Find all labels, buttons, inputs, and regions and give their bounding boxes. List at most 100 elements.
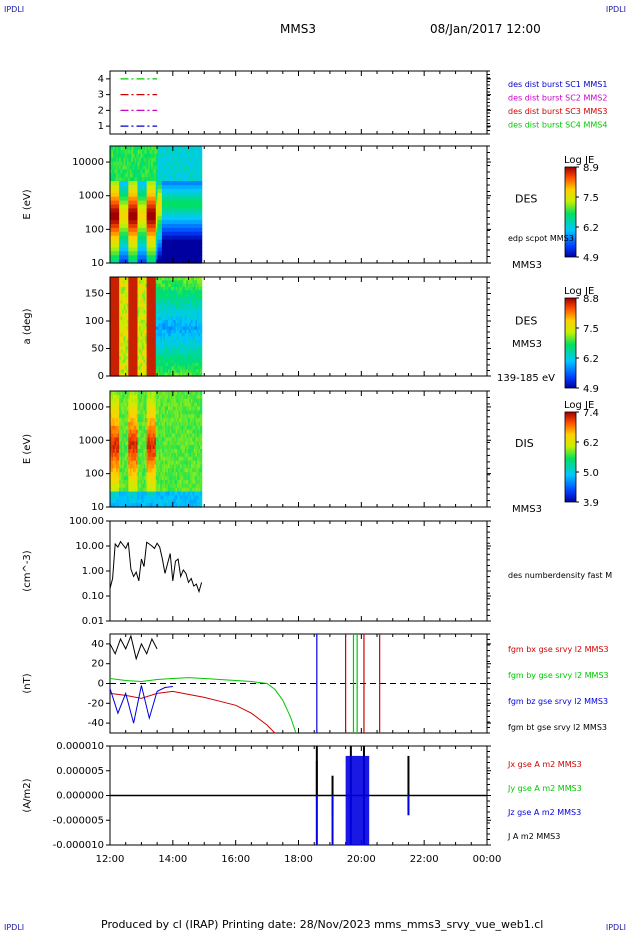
dis-energy-spectrogram-cell [160,487,163,493]
des-pitch-angle-cell [148,283,151,288]
dis-energy-spectrogram-cell [135,479,139,485]
dis-energy-spectrogram-cell [160,437,163,442]
des-pitch-angle-cell [169,366,172,370]
dis-energy-spectrogram-cell [114,398,117,404]
des-pitch-angle-cell [164,303,168,308]
des-energy-spectrogram-cell [152,220,155,225]
des-energy-spectrogram-cell [178,181,181,186]
pitch-angle-ylabel: a (deg) [22,308,33,344]
dis-energy-spectrogram-cell [125,414,128,419]
des-pitch-angle-cell [193,329,197,334]
dis-energy-spectrogram-cell [151,487,154,493]
des-pitch-angle-cell [187,283,191,288]
des-pitch-angle-cell [131,366,134,370]
des-energy-spectrogram-cell [142,169,145,174]
des-pitch-angle-cell [195,300,198,304]
des-energy-spectrogram-cell [155,177,158,182]
des-energy-spectrogram-cell [158,235,161,241]
des-energy-spectrogram-cell [146,208,149,213]
des-energy-spectrogram-cell [169,212,172,217]
des-energy-spectrogram-cell [113,192,116,198]
des-pitch-angle-cell [186,356,189,361]
des-pitch-angle-cell [113,362,116,367]
dis-energy-spectrogram-cell [163,449,166,454]
des-energy-spectrogram-cell [140,169,143,174]
des-energy-spectrogram-cell [146,224,149,229]
des-energy-spectrogram-cell [132,243,136,248]
des-pitch-angle-cell [140,319,143,324]
des-energy-spectrogram-cell [189,196,192,202]
des-energy-spectrogram-cell [161,255,165,260]
des-energy-spectrogram-cell [177,181,180,186]
des-pitch-angle-cell [171,339,174,344]
dis-energy-spectrogram-cell [146,487,149,493]
des-pitch-angle-cell [197,329,200,334]
des-energy-spectrogram-cell [146,247,149,252]
des-energy-spectrogram-cell [135,216,139,221]
des-pitch-angle-cell [158,316,161,321]
des-pitch-angle-cell [145,336,148,341]
des-energy-spectrogram-cell [161,181,165,186]
des-energy-spectrogram-cell [126,149,129,155]
dis-energy-spectrogram-cell [132,398,136,404]
des-pitch-angle-cell [166,352,169,357]
des-pitch-angle-cell [197,293,200,298]
dis-energy-spectrogram-cell [123,449,126,454]
des-pitch-angle-cell [164,329,168,334]
dis-energy-spectrogram-cell [125,421,128,427]
dis-energy-spectrogram-cell [157,479,160,485]
des-energy-spectrogram-cell [145,161,148,167]
des-pitch-angle-cell [181,366,184,370]
des-energy-spectrogram-cell [154,153,157,159]
dis-energy-spectrogram-cell [131,429,134,435]
des-pitch-angle-cell [186,290,189,295]
des-pitch-angle-cell [122,343,125,347]
des-energy-spectrogram-cell [125,181,128,186]
des-energy-spectrogram-cell [169,165,172,170]
dis-energy-spectrogram-cell [148,398,151,404]
des-pitch-angle-cell [197,280,200,285]
des-energy-spectrogram-cell [189,153,192,159]
des-energy-spectrogram-cell [134,181,137,186]
des-pitch-angle-cell [119,359,122,364]
des-pitch-angle-cell [139,369,142,374]
des-energy-spectrogram-cell [125,177,128,182]
des-energy-spectrogram-cell [166,177,169,182]
des-energy-spectrogram-cell [128,200,131,206]
des-energy-spectrogram-cell [187,239,191,245]
des-energy-spectrogram-cell [122,231,125,237]
des-energy-spectrogram-cell [117,231,120,237]
des-energy-spectrogram-cell [131,173,134,178]
des-pitch-angle-cell [189,310,192,314]
des-energy-spectrogram-cell [114,188,117,194]
des-energy-spectrogram-cell [122,204,125,209]
des-pitch-angle-cell [168,326,171,331]
des-pitch-angle-cell [134,352,137,357]
des-energy-spectrogram-cell [135,188,139,194]
des-pitch-angle-cell [122,280,125,285]
des-pitch-angle-cell [183,296,186,301]
des-energy-spectrogram-cell [197,204,200,209]
des-pitch-angle-cell [193,310,197,314]
des-energy-spectrogram-cell [137,220,140,225]
des-energy-spectrogram-cell [146,212,149,217]
des-energy-spectrogram-cell [177,173,180,178]
dis-energy-spectrogram-cell [140,410,143,415]
des-energy-spectrogram-cell [119,208,122,213]
des-energy-spectrogram-cell [134,212,137,217]
des-pitch-angle-cell [177,359,180,364]
dis-energy-spectrogram-cell [149,441,152,446]
des-pitch-angle-cell [174,356,177,361]
des-energy-spectrogram-cell [113,235,116,241]
des-pitch-angle-cell [131,300,134,304]
des-pitch-angle-cell [131,306,134,311]
des-energy-spectrogram-cell [122,181,125,186]
dis-energy-spectrogram-cell [137,410,140,415]
des-energy-spectrogram-cell [143,173,146,178]
des-energy-spectrogram-cell [134,259,137,264]
des-energy-spectrogram-cell [187,231,191,237]
des-energy-spectrogram-cell [195,251,198,256]
dis-energy-spectrogram-cell [116,429,119,435]
des-energy-spectrogram-cell [149,188,152,194]
des-energy-spectrogram-cell [140,165,143,170]
